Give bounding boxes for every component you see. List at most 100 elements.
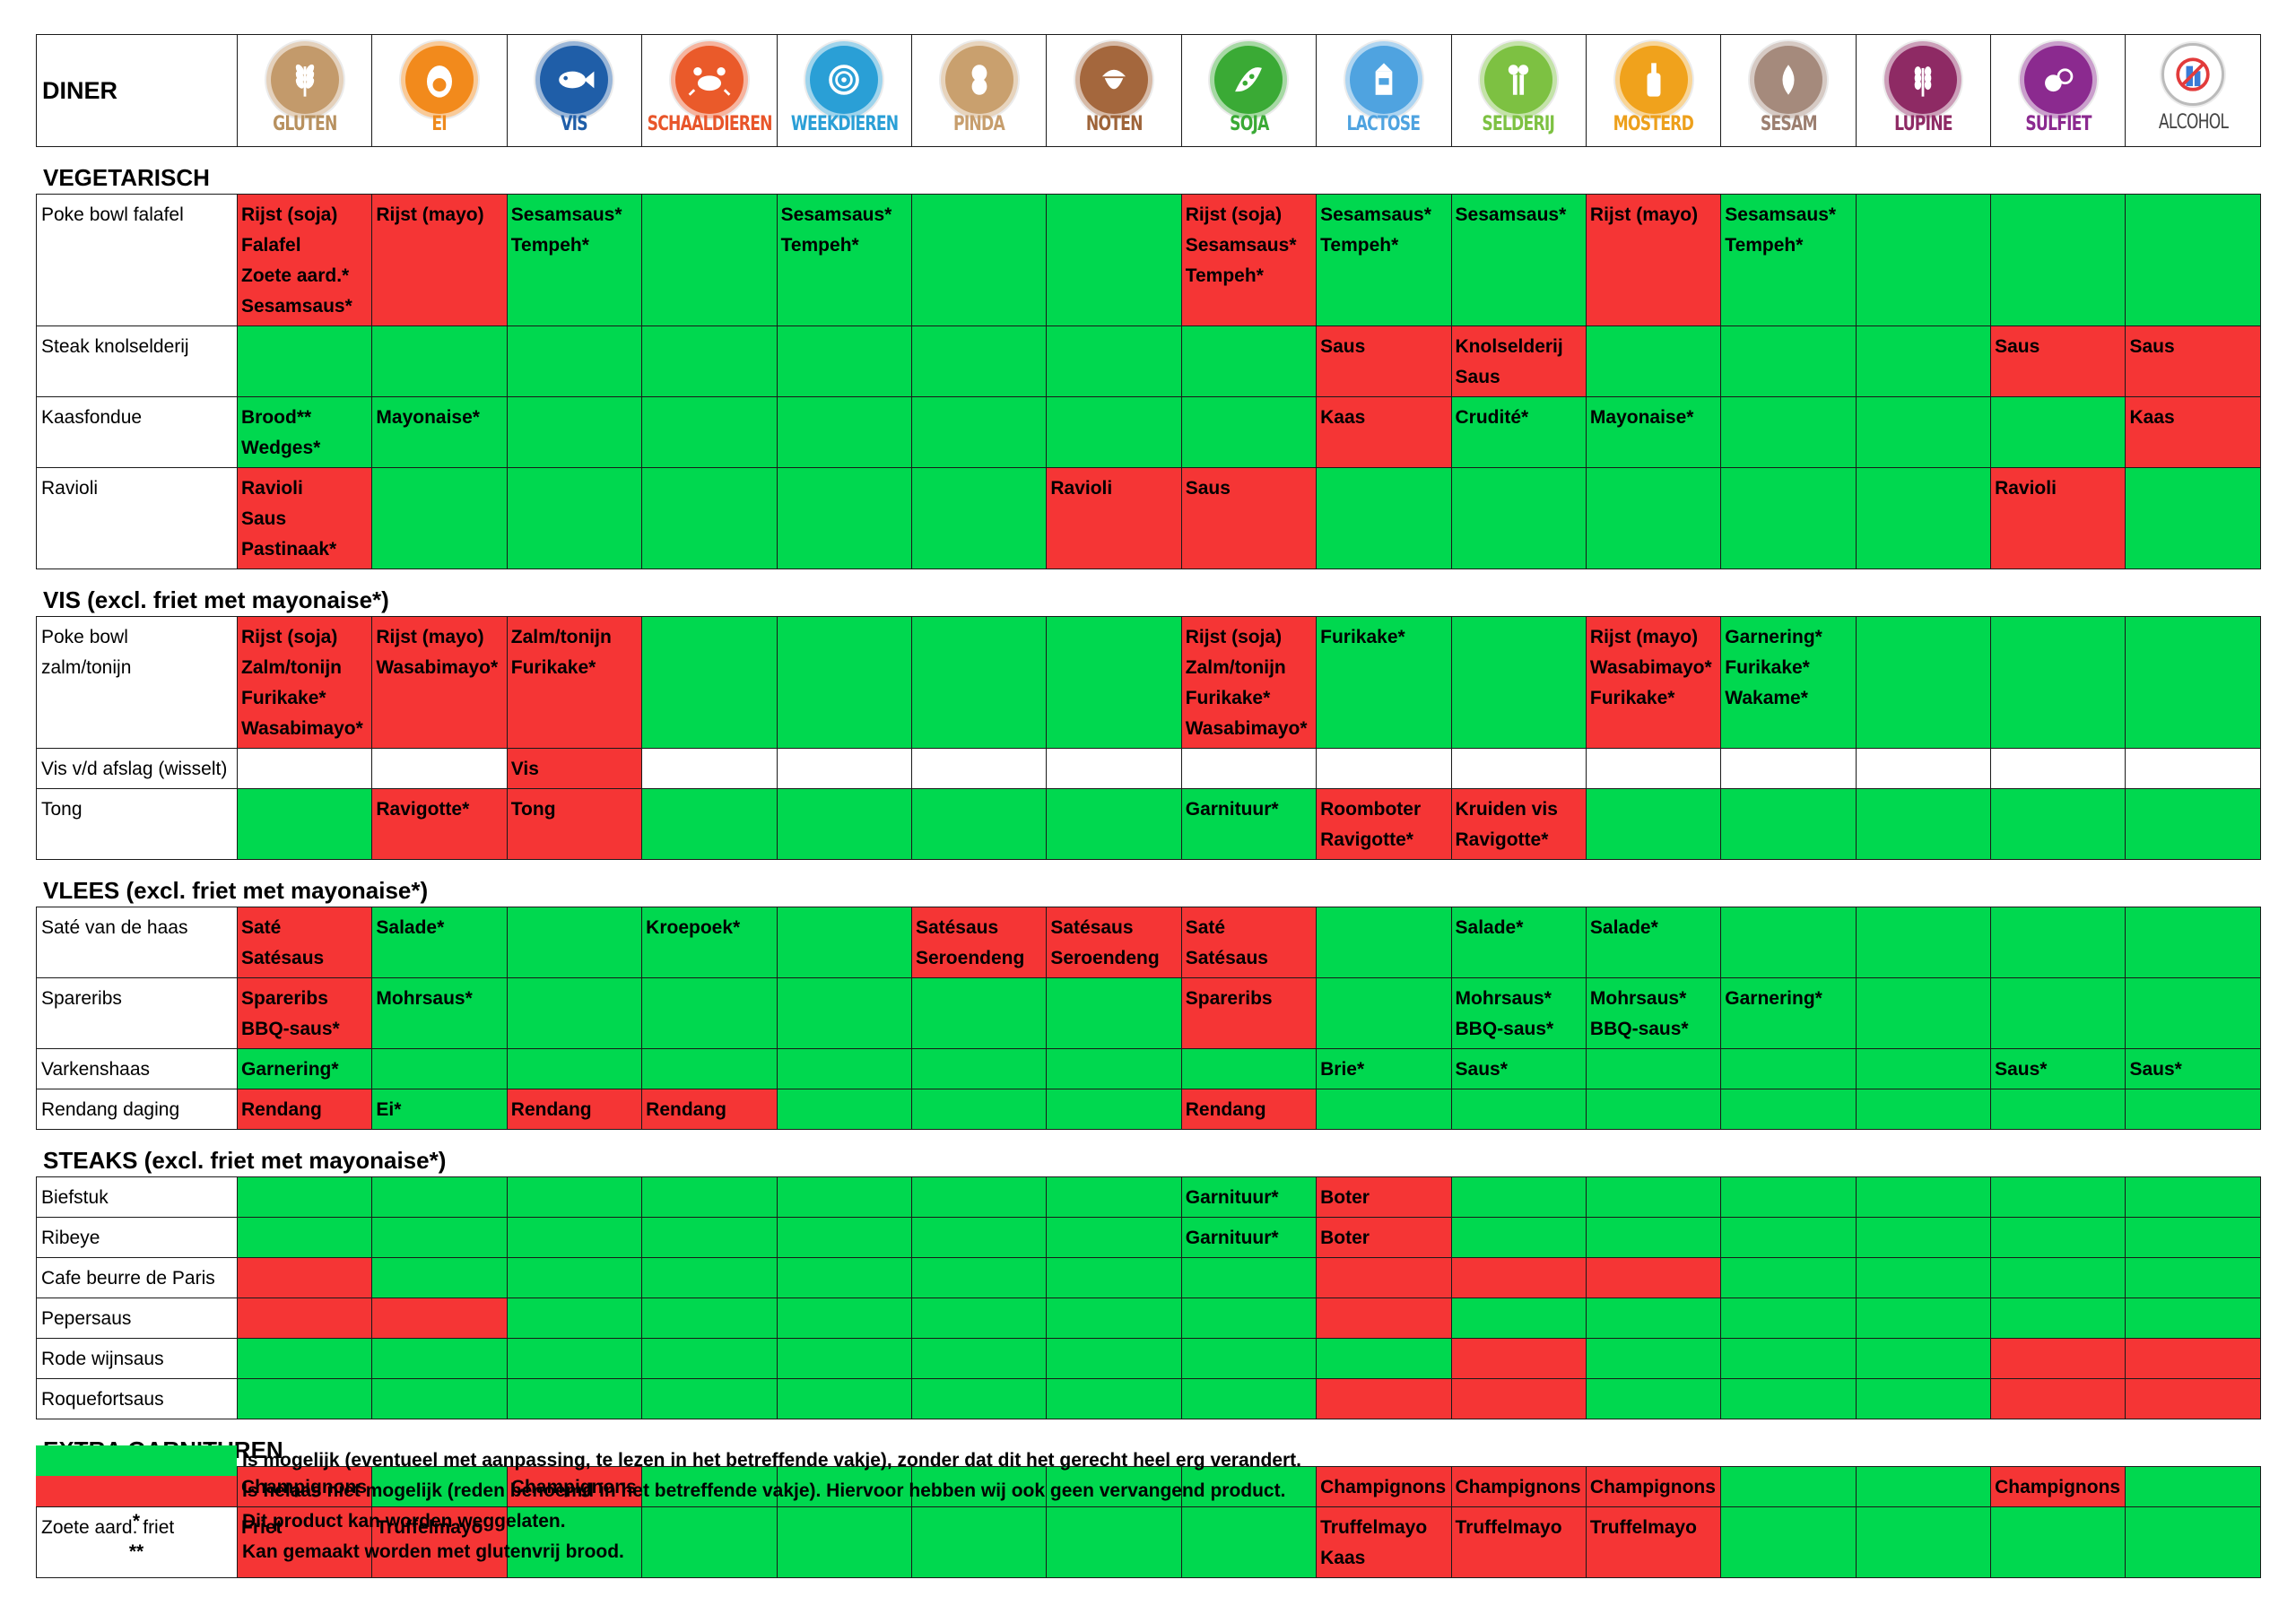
cell-note: Kruiden vis [1455, 799, 1558, 820]
allergen-cell-possible [1990, 616, 2126, 749]
section-title: VIS (excl. friet met mayonaise*) [43, 586, 389, 613]
cell-note: Garnering* [241, 1059, 339, 1080]
cell-note: Rendang [646, 1099, 727, 1120]
allergen-cell-not-possible: Knolselderij Saus [1450, 325, 1587, 397]
allergen-cell-possible [1855, 1378, 1992, 1419]
allergen-cell-not-possible: Rijst (mayo) Wasabimayo* [371, 616, 508, 749]
allergen-cell-not-possible: Rendang [1180, 1089, 1318, 1130]
legend-row: Is helaas niet mogelijk (reden benoemd i… [36, 1476, 1381, 1506]
table-row: Zoete aard. friet Friet Truffelmayo Truffel… [36, 1506, 2261, 1578]
allergen-cell-possible [776, 1176, 912, 1218]
allergen-header-cell: LUPINE [1855, 34, 1992, 147]
cell-note: Sesamsaus* [780, 204, 892, 225]
allergen-cell-not-possible: Rijst (mayo) Wasabimayo* Furikake* [1585, 616, 1722, 749]
allergen-cell-not-possible [1316, 1257, 1452, 1298]
cell-note: Furikake* [1725, 657, 1810, 678]
allergen-cell-possible [1720, 467, 1857, 569]
allergen-cell-possible [1720, 1217, 1857, 1258]
allergen-cell-not-possible: Truffelmayo Kaas [1316, 1506, 1452, 1578]
allergen-cell-possible [1046, 1378, 1182, 1419]
legend-swatch-possible [36, 1445, 237, 1476]
allergen-cell-not-possible [1450, 1378, 1587, 1419]
allergen-label: ALCOHOL [2158, 111, 2229, 134]
allergen-cell-possible [506, 396, 643, 468]
allergen-cell-possible: Brood** Wedges* [236, 396, 373, 468]
cell-note: Zalm/tonijn [1185, 657, 1286, 678]
allergen-cell-possible [2125, 1466, 2261, 1507]
allergen-cell-possible [1720, 325, 1857, 397]
cell-note: Wasabimayo* [241, 718, 363, 739]
allergen-cell-possible [1046, 1048, 1182, 1089]
allergen-cell-possible [236, 1378, 373, 1419]
allergen-cell-possible [1720, 1338, 1857, 1379]
dish-name: Steak knolselderij [36, 325, 238, 397]
allergen-cell-possible [910, 1506, 1048, 1578]
allergen-cell-possible [1990, 1176, 2126, 1218]
allergen-cell-possible [506, 1176, 643, 1218]
cell-note: Saté [1185, 917, 1226, 938]
allergen-cell-possible [1046, 325, 1182, 397]
cell-note: Kaas [1320, 407, 1366, 428]
cell-note: Salade* [376, 917, 445, 938]
allergen-cell-possible [641, 1176, 778, 1218]
allergen-cell-possible [1855, 788, 1992, 860]
cell-note: Tempeh* [1185, 265, 1264, 286]
allergen-cell-possible [1180, 325, 1318, 397]
cell-note: Furikake* [1589, 688, 1675, 708]
allergen-cell-possible [1855, 616, 1992, 749]
allergen-header-cell: NOTEN [1046, 34, 1182, 147]
cell-note: Ravigotte* [1320, 829, 1413, 850]
allergen-cell-possible [776, 977, 912, 1049]
allergen-cell-possible: Garnering* Furikake* Wakame* [1720, 616, 1857, 749]
allergen-cell-empty [1990, 748, 2126, 789]
allergen-label: LACTOSE [1346, 113, 1422, 135]
cell-note: Boter [1320, 1187, 1370, 1208]
allergen-cell-empty [1585, 748, 1722, 789]
table-row: Vis v/d afslag (wisselt) Vis [36, 748, 2261, 789]
allergen-cell-possible [1180, 1466, 1318, 1507]
cell-note: Furikake* [1185, 688, 1271, 708]
allergen-cell-possible [641, 1506, 778, 1578]
legend-mark: ** [128, 1541, 144, 1562]
allergen-cell-not-possible: Saus [1180, 467, 1318, 569]
allergen-header-cell: SELDERIJ [1450, 34, 1587, 147]
table-row: Cafe beurre de Paris [36, 1257, 2261, 1298]
cell-note: Saus* [1995, 1059, 2048, 1080]
dish-name-line: Kaasfondue [41, 407, 143, 428]
allergen-cell-not-possible [1450, 1257, 1587, 1298]
allergen-header-cell: SCHAALDIEREN [641, 34, 778, 147]
cell-note: Roomboter [1320, 799, 1422, 820]
allergen-header-cell: LACTOSE [1316, 34, 1452, 147]
allergen-cell-not-possible [2125, 1338, 2261, 1379]
allergen-cell-not-possible: Saté Satésaus [236, 907, 373, 978]
cell-note: Rendang [510, 1099, 592, 1120]
allergen-cell-possible [1316, 1338, 1452, 1379]
cell-note: Saus [1185, 478, 1231, 499]
cell-note: Mohrsaus* [376, 988, 473, 1009]
allergen-cell-possible [1855, 1048, 1992, 1089]
cell-note: Saus [1455, 367, 1500, 387]
allergen-cell-possible [641, 1298, 778, 1339]
allergen-cell-not-possible: Friet [236, 1506, 373, 1578]
allergen-cell-possible [641, 396, 778, 468]
cell-note: Spareribs [1185, 988, 1273, 1009]
allergen-cell-possible [776, 1298, 912, 1339]
allergen-cell-possible [2125, 1257, 2261, 1298]
allergen-cell-possible [1046, 1257, 1182, 1298]
allergen-cell-possible [910, 1378, 1048, 1419]
dish-name-line: Cafe beurre de Paris [41, 1268, 215, 1289]
cell-note: Ravigotte* [1455, 829, 1549, 850]
allergen-cell-not-possible: Saus [1316, 325, 1452, 397]
allergen-cell-possible [1316, 977, 1452, 1049]
allergen-cell-not-possible: Ravioli [1990, 467, 2126, 569]
cell-note: Kaas [2129, 407, 2175, 428]
cell-note: Garnituur* [1185, 799, 1279, 820]
legend-row: Is mogelijk (eventueel met aanpassing, t… [36, 1445, 1381, 1476]
allergen-cell-possible [371, 1378, 508, 1419]
cell-note: Sesamsaus* [241, 296, 352, 317]
dish-name-line: Pepersaus [41, 1308, 132, 1329]
allergen-cell-empty [1450, 748, 1587, 789]
allergen-cell-possible [1720, 907, 1857, 978]
allergen-cell-not-possible: Champignons [1585, 1466, 1722, 1507]
dish-name: Cafe beurre de Paris [36, 1257, 238, 1298]
